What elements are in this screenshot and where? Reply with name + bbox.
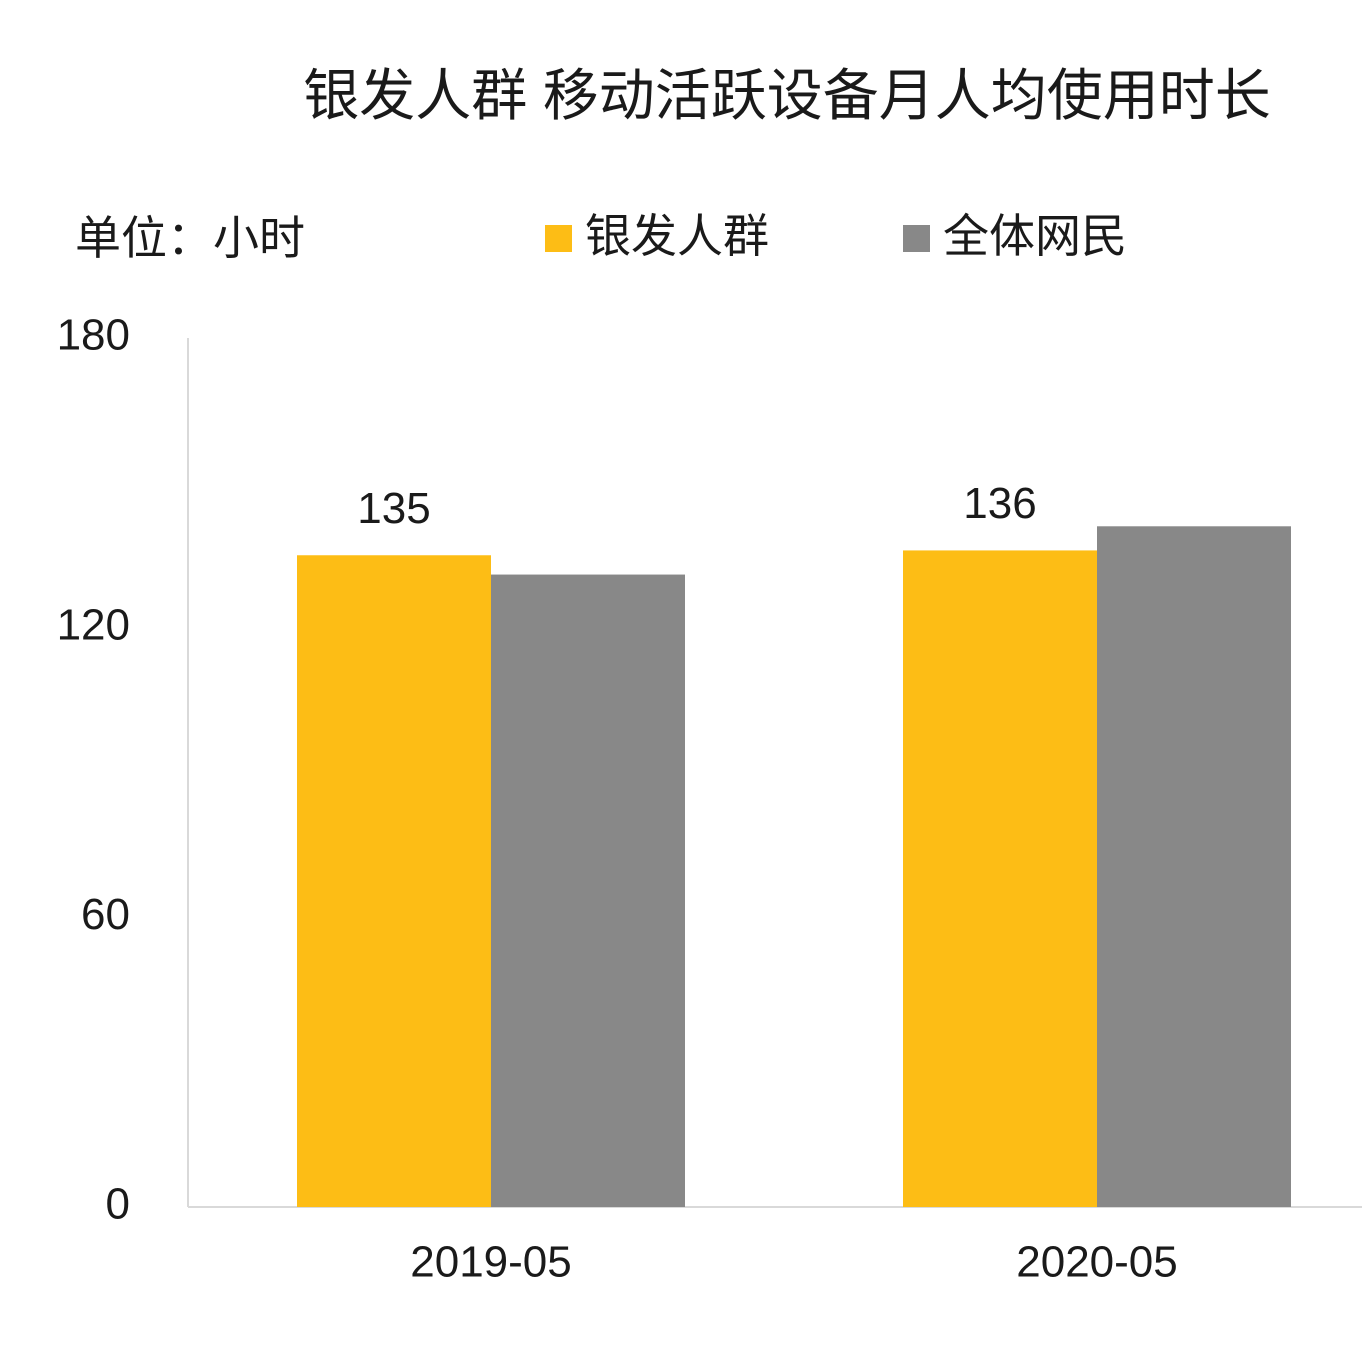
legend-swatch — [903, 225, 930, 252]
value-label: 135 — [357, 484, 430, 533]
legend-label: 全体网民 — [943, 210, 1127, 262]
bar — [903, 550, 1097, 1207]
x-tick-label: 2020-05 — [1016, 1238, 1177, 1287]
y-tick-label: 120 — [57, 600, 130, 649]
legend-swatch — [545, 225, 572, 252]
unit-label: 单位：小时 — [75, 212, 305, 264]
x-tick-label: 2019-05 — [410, 1238, 571, 1287]
y-tick-label: 0 — [106, 1180, 130, 1229]
bar — [491, 574, 685, 1207]
y-tick-label: 180 — [57, 311, 130, 360]
bar — [297, 555, 491, 1207]
y-tick-label: 60 — [81, 890, 130, 939]
legend-label: 银发人群 — [585, 210, 769, 262]
chart-title: 银发人群 移动活跃设备月人均使用时长 — [303, 64, 1271, 127]
bar — [1097, 526, 1291, 1207]
value-label: 136 — [963, 479, 1036, 528]
